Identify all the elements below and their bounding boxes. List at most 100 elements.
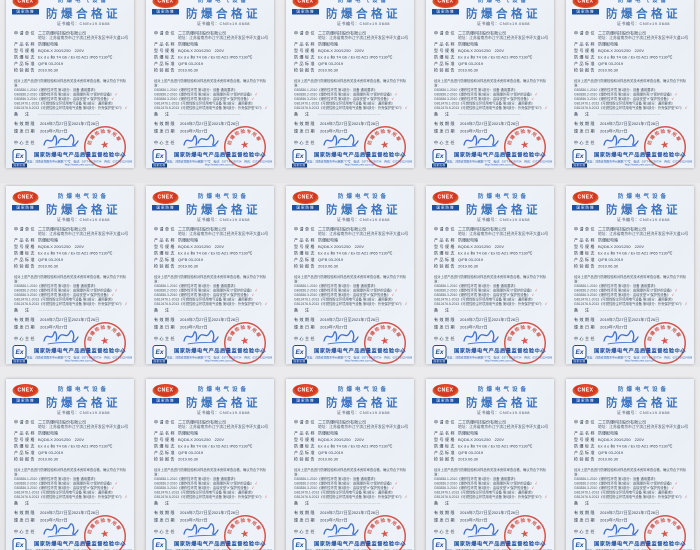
- field-model: 型号规格 BQD8-X 200/1250 220V: [154, 49, 269, 54]
- cnex-logo: CNEX 国家防爆: [292, 191, 319, 211]
- certificate-thumbnail[interactable]: CNEX 国家防爆 防爆电气设备 防爆合格证 证书编号：CNEx19.0688 …: [0, 366, 140, 550]
- conformity-statement: 经对上述产品进行防爆检验和对样品有关技术资料审查合格，确认符合下列标准： GB3…: [14, 468, 130, 500]
- cnex-logo-banner: 国家防爆: [432, 205, 459, 211]
- certificate-thumbnail[interactable]: CNEX 国家防爆 防爆电气设备 防爆合格证 证书编号：CNEx19.0688 …: [560, 366, 700, 550]
- check-mark: √: [124, 302, 127, 307]
- field-report-value: 2019.06.30: [318, 68, 339, 73]
- certificate-number: 证书编号：CNEx19.0688: [597, 410, 690, 416]
- standard-text: GB3836.1-2010《爆炸性环境 第1部分：设备 通用要求》: [294, 477, 377, 481]
- ex-icon-band: 国家防爆: [12, 359, 27, 364]
- validity-label: 有效期限: [294, 510, 316, 515]
- certificate-number: 证书编号：CNEx19.0688: [597, 21, 690, 27]
- standard-text: GB3836.2-2010《爆炸性环境 第2部分：由隔爆外壳"d"保护的设备》: [154, 93, 254, 97]
- certificate-fields: 申请单位 二工防爆科技股份有限公司 地址：江苏省南京市江宁滨江经济开发区中环大道…: [574, 420, 689, 464]
- standard-text: GB12476.1-2013《可燃性粉尘环境用电气设备 第1部分：通用要求》: [154, 490, 255, 495]
- field-report-label: 检验报告: [434, 456, 456, 462]
- field-ex-marking-label: 防爆标志: [154, 55, 176, 60]
- standard-text: GB12476.5-2013《可燃性粉尘环境用电气设备 第5部分：外壳保护型"t…: [294, 302, 404, 307]
- certificate-fields: 申请单位 二工防爆科技股份有限公司 地址：江苏省南京市江宁滨江经济开发区中环大道…: [434, 31, 549, 75]
- certificate-thumbnail[interactable]: CNEX 国家防爆 防爆电气设备 防爆合格证 证书编号：CNEx19.0688 …: [140, 0, 280, 184]
- standard-text: GB12476.5-2013《可燃性粉尘环境用电气设备 第5部分：外壳保护型"t…: [294, 495, 404, 499]
- standard-line: GB3836.2-2010《爆炸性环境 第2部分：由隔爆外壳"d"保护的设备》 √: [434, 93, 550, 98]
- field-applicant-label: 申请单位: [14, 419, 36, 425]
- standard-line: GB3836.1-2010《爆炸性环境 第1部分：设备 通用要求》: [294, 88, 410, 93]
- certificate-thumbnail[interactable]: CNEX 国家防爆 防爆电气设备 防爆合格证 证书编号：CNEx19.0688 …: [280, 0, 420, 184]
- certificate-thumbnail[interactable]: CNEX 国家防爆 防爆电气设备 防爆合格证 证书编号：CNEx19.0688 …: [280, 183, 420, 367]
- applicant-name: 二工防爆科技股份有限公司: [318, 31, 366, 36]
- field-product-name-value: 防爆配电箱: [178, 430, 198, 436]
- issue-date-row: 颁发日期 2019年7月27日: [574, 325, 628, 331]
- standard-line: GB12476.1-2013《可燃性粉尘环境用电气设备 第1部分：通用要求》: [434, 298, 550, 303]
- field-ex-marking-value: Ex d e ⅡB T4 Gb / Ex tD A21 IP65 T130℃: [458, 251, 533, 256]
- certificate-number-value: CNEx19.0688: [219, 410, 250, 415]
- field-applicant: 申请单位 二工防爆科技股份有限公司 地址：江苏省南京市江宁滨江经济开发区中环大道…: [154, 420, 269, 429]
- remark-label: 备 注: [154, 500, 171, 506]
- remark-row: 备 注 ——————————————: [14, 112, 124, 118]
- certificate-thumbnail[interactable]: CNEX 国家防爆 防爆电气设备 防爆合格证 证书编号：CNEx19.0688 …: [140, 366, 280, 550]
- field-product-name-label: 产品名称: [294, 430, 316, 436]
- inspection-center-name: 国家防爆电气产品质量监督检验中心: [314, 152, 406, 158]
- certificate-supertitle: 防爆电气设备: [58, 193, 109, 200]
- certificate-number-label: 证书编号：: [57, 217, 80, 223]
- certificate-number-value: CNEx19.0688: [79, 217, 110, 223]
- remark-label: 备 注: [434, 500, 451, 506]
- validity-value: 2019年7月27日至2021年7月26日: [180, 510, 240, 515]
- ex-mark-logo: Ex 国家防爆: [12, 537, 27, 550]
- certificate-thumbnail[interactable]: CNEX 国家防爆 防爆电气设备 防爆合格证 证书编号：CNEx19.0688 …: [420, 183, 560, 367]
- certificate-thumbnail[interactable]: CNEX 国家防爆 防爆电气设备 防爆合格证 证书编号：CNEx19.0688 …: [560, 183, 700, 367]
- remark-label: 备 注: [574, 112, 591, 117]
- certificate-thumbnail[interactable]: CNEX 国家防爆 防爆电气设备 防爆合格证 证书编号：CNEx19.0688 …: [420, 366, 560, 550]
- field-applicant-label: 申请单位: [154, 419, 176, 425]
- certificate-fields: 申请单位 二工防爆科技股份有限公司 地址：江苏省南京市江宁滨江经济开发区中环大道…: [154, 227, 269, 271]
- stamp-char: 验: [660, 128, 666, 135]
- certificate-fields: 申请单位 二工防爆科技股份有限公司 地址：江苏省南京市江宁滨江经济开发区中环大道…: [434, 420, 549, 464]
- certificate-thumbnail[interactable]: CNEX 国家防爆 防爆电气设备 防爆合格证 证书编号：CNEx19.0688 …: [420, 0, 560, 184]
- certificate-title: 防爆合格证: [186, 7, 261, 20]
- certificate-page: CNEX 国家防爆 防爆电气设备 防爆合格证 证书编号：CNEx19.0688 …: [6, 0, 135, 171]
- field-model-value: BQD8-X 200/1250 220V: [38, 48, 85, 54]
- cnex-logo-ellipse: CNEX: [432, 383, 459, 397]
- standard-line: GB3836.1-2010《爆炸性环境 第1部分：设备 通用要求》: [154, 284, 270, 289]
- cnex-logo-banner: 国家防爆: [12, 9, 39, 15]
- field-model: 型号规格 BQD8-X 200/1250 220V: [574, 245, 689, 250]
- field-ex-marking-value: Ex d e ⅡB T4 Gb / Ex tD A21 IP65 T130℃: [318, 443, 393, 449]
- validity-row: 有效期限 2019年7月27日至2021年7月26日: [14, 510, 99, 516]
- cnex-logo-ellipse: CNEX: [292, 191, 319, 205]
- certificate-title: 防爆合格证: [606, 7, 681, 20]
- certificate-title: 防爆合格证: [46, 395, 121, 409]
- inspection-center-name: 国家防爆电气产品质量监督检验中心: [594, 540, 686, 547]
- field-standard-value: Q/FB 03-2019: [598, 61, 624, 67]
- standard-line: GB3836.1-2010《爆炸性环境 第1部分：设备 通用要求》: [434, 284, 550, 289]
- ex-icon: Ex: [572, 149, 587, 163]
- field-product-name-value: 防爆配电箱: [318, 238, 338, 243]
- certificate-thumbnail[interactable]: CNEX 国家防爆 防爆电气设备 防爆合格证 证书编号：CNEx19.0688 …: [280, 366, 420, 550]
- field-model: 型号规格 BQD8-X 200/1250 220V: [434, 49, 549, 54]
- field-standard-label: 产品标准: [154, 450, 176, 455]
- standard-line: GB12476.5-2013《可燃性粉尘环境用电气设备 第5部分：外壳保护型"t…: [294, 302, 410, 307]
- certificate-supertitle: 防爆电气设备: [198, 0, 249, 4]
- remark-value: ——————————————: [318, 500, 381, 505]
- field-applicant-value: 二工防爆科技股份有限公司 地址：江苏省南京市江宁滨江经济开发区中环大道10号: [318, 420, 408, 429]
- field-model-value: BQD8-X 200/1250 220V: [318, 48, 365, 54]
- certificate-page: CNEX 国家防爆 防爆电气设备 防爆合格证 证书编号：CNEx19.0688 …: [286, 0, 415, 171]
- ex-icon-band: 国家防爆: [12, 163, 27, 168]
- field-model-value: BQD8-X 200/1250 220V: [458, 244, 505, 250]
- certificate-number-value: CNEx19.0688: [79, 21, 110, 27]
- standard-line: GB3836.2-2010《爆炸性环境 第2部分：由隔爆外壳"d"保护的设备》 √: [154, 289, 270, 294]
- field-applicant-value: 二工防爆科技股份有限公司 地址：江苏省南京市江宁滨江经济开发区中环大道10号: [458, 420, 548, 429]
- issue-date-label: 颁发日期: [574, 129, 596, 134]
- certificate-thumbnail[interactable]: CNEX 国家防爆 防爆电气设备 防爆合格证 证书编号：CNEx19.0688 …: [140, 183, 280, 367]
- cnex-logo-banner: 国家防爆: [292, 205, 319, 211]
- certificate-page: CNEX 国家防爆 防爆电气设备 防爆合格证 证书编号：CNEx19.0688 …: [566, 0, 695, 171]
- field-report: 检验报告 2019.06.30: [14, 457, 129, 462]
- issue-date-label: 颁发日期: [294, 517, 316, 523]
- conformity-statement: 经对上述产品进行防爆检验和对样品有关技术资料审查合格，确认符合下列标准： GB3…: [434, 79, 550, 111]
- certificate-thumbnail[interactable]: CNEX 国家防爆 防爆电气设备 防爆合格证 证书编号：CNEx19.0688 …: [0, 0, 140, 184]
- standard-text: GB3836.2-2010《爆炸性环境 第2部分：由隔爆外壳"d"保护的设备》: [574, 289, 674, 293]
- certificate-thumbnail[interactable]: CNEX 国家防爆 防爆电气设备 防爆合格证 证书编号：CNEx19.0688 …: [0, 183, 140, 367]
- applicant-address: 地址：江苏省南京市江宁滨江经济开发区中环大道10号: [598, 231, 689, 237]
- standard-line: GB3836.2-2010《爆炸性环境 第2部分：由隔爆外壳"d"保护的设备》 √: [14, 289, 130, 294]
- field-product-name-label: 产品名称: [14, 238, 36, 243]
- director-label: 中心主任: [574, 140, 596, 146]
- certificate-thumbnail[interactable]: CNEX 国家防爆 防爆电气设备 防爆合格证 证书编号：CNEx19.0688 …: [560, 0, 700, 184]
